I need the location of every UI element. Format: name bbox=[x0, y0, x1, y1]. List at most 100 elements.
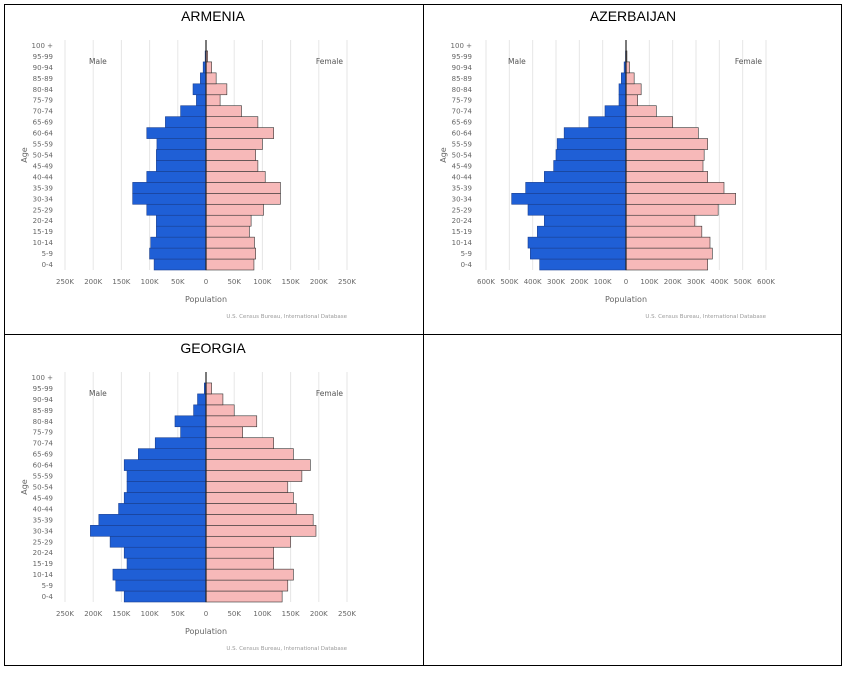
bar-female bbox=[625, 182, 725, 194]
y-axis-label: Age bbox=[20, 479, 29, 495]
x-tick-label: 200K bbox=[310, 610, 328, 618]
age-tick-label: 50-54 bbox=[452, 152, 473, 160]
age-tick-label: 100 + bbox=[32, 42, 54, 50]
age-tick-label: 35-39 bbox=[33, 516, 53, 524]
bar-female bbox=[625, 138, 708, 150]
age-tick-label: 95-99 bbox=[33, 385, 53, 393]
x-tick-label: 500K bbox=[500, 278, 518, 286]
age-tick-label: 5-9 bbox=[42, 250, 53, 258]
age-tick-label: 90-94 bbox=[452, 64, 473, 72]
bar-female bbox=[205, 568, 294, 581]
legend-female-label: Female bbox=[735, 57, 763, 66]
bar-female bbox=[205, 203, 264, 216]
x-tick-label: 150K bbox=[112, 278, 130, 286]
x-tick-label: 400K bbox=[524, 278, 542, 286]
bar-male bbox=[138, 448, 207, 460]
bar-male bbox=[123, 459, 207, 471]
bar-female bbox=[205, 182, 281, 194]
age-tick-label: 25-29 bbox=[452, 206, 472, 214]
age-tick-label: 100 + bbox=[32, 374, 54, 382]
population-pyramid-armenia: 250K 200K 150K 100K 50K 0 50K 100K 150K 200K 250K 0… bbox=[20, 40, 356, 320]
x-tick-label: 300K bbox=[547, 278, 565, 286]
bar-female bbox=[205, 72, 217, 85]
bar-female bbox=[205, 590, 283, 603]
y-axis-label: Age bbox=[439, 147, 448, 163]
bar-female bbox=[205, 404, 235, 417]
bar-male bbox=[146, 171, 207, 183]
age-tick-label: 95-99 bbox=[33, 53, 53, 61]
bar-female bbox=[205, 546, 274, 559]
bar-male bbox=[146, 203, 207, 216]
bar-female bbox=[625, 214, 696, 227]
bar-female bbox=[205, 514, 314, 526]
bar-male bbox=[539, 258, 627, 271]
bar-female bbox=[205, 160, 259, 172]
bar-male bbox=[193, 404, 207, 417]
panel-title-armenia: ARMENIA bbox=[181, 8, 245, 24]
bar-female bbox=[625, 94, 638, 107]
age-tick-label: 65-69 bbox=[452, 119, 472, 127]
bar-male bbox=[150, 236, 207, 249]
bar-female bbox=[205, 492, 294, 504]
age-tick-label: 90-94 bbox=[33, 396, 54, 404]
bar-female bbox=[205, 382, 212, 395]
bar-male bbox=[156, 160, 207, 172]
age-tick-label: 90-94 bbox=[33, 64, 54, 72]
x-tick-label: 400K bbox=[710, 278, 728, 286]
legend-male-label: Male bbox=[89, 57, 107, 66]
bar-female bbox=[625, 116, 673, 128]
x-tick-label: 150K bbox=[282, 278, 300, 286]
age-tick-label: 20-24 bbox=[33, 217, 54, 225]
bar-male bbox=[154, 437, 207, 449]
bar-female bbox=[205, 258, 255, 271]
age-tick-label: 60-64 bbox=[33, 462, 54, 470]
bar-male bbox=[618, 83, 627, 96]
bar-male bbox=[527, 236, 627, 249]
source-note: U.S. Census Bureau, International Databa… bbox=[226, 314, 347, 320]
x-tick-label: 50K bbox=[227, 610, 241, 618]
bar-female bbox=[205, 557, 274, 570]
age-tick-label: 55-59 bbox=[452, 141, 472, 149]
age-tick-label: 10-14 bbox=[33, 571, 54, 579]
bar-male bbox=[530, 247, 627, 260]
age-tick-label: 50-54 bbox=[33, 152, 54, 160]
bar-male bbox=[180, 426, 207, 439]
x-tick-label: 100K bbox=[594, 278, 612, 286]
age-tick-label: 60-64 bbox=[33, 130, 54, 138]
x-tick-label: 200K bbox=[664, 278, 682, 286]
age-tick-label: 85-89 bbox=[33, 407, 53, 415]
bar-male bbox=[126, 481, 207, 493]
bar-female bbox=[205, 459, 311, 471]
bar-male bbox=[174, 415, 207, 428]
age-tick-label: 30-34 bbox=[452, 195, 473, 203]
legend-male-label: Male bbox=[508, 57, 526, 66]
bar-female bbox=[625, 171, 708, 183]
age-tick-label: 85-89 bbox=[452, 75, 472, 83]
x-axis-label: Population bbox=[185, 627, 227, 636]
age-tick-label: 40-44 bbox=[452, 173, 473, 181]
table-divider-horizontal bbox=[4, 334, 842, 335]
bar-male bbox=[200, 72, 207, 85]
x-tick-label: 150K bbox=[112, 610, 130, 618]
x-tick-label: 200K bbox=[310, 278, 328, 286]
population-pyramid-georgia: 250K 200K 150K 100K 50K 0 50K 100K 150K 200K 250K 0… bbox=[20, 372, 356, 652]
bar-male bbox=[544, 214, 627, 227]
table-divider-vertical bbox=[423, 4, 424, 666]
x-tick-label: 250K bbox=[338, 278, 356, 286]
x-tick-label: 200K bbox=[84, 610, 102, 618]
bar-male bbox=[126, 470, 207, 482]
bar-male bbox=[109, 535, 207, 548]
bar-male bbox=[149, 247, 207, 260]
bar-female bbox=[205, 236, 255, 249]
legend-female-label: Female bbox=[316, 57, 344, 66]
x-tick-label: 500K bbox=[734, 278, 752, 286]
age-tick-label: 75-79 bbox=[33, 429, 53, 437]
age-tick-label: 75-79 bbox=[33, 97, 53, 105]
age-tick-label: 40-44 bbox=[33, 173, 54, 181]
bar-female bbox=[625, 72, 635, 85]
x-tick-label: 50K bbox=[171, 610, 185, 618]
bar-male bbox=[556, 138, 627, 150]
bar-female bbox=[205, 448, 294, 460]
bar-female bbox=[205, 138, 263, 150]
bar-female bbox=[205, 116, 259, 128]
